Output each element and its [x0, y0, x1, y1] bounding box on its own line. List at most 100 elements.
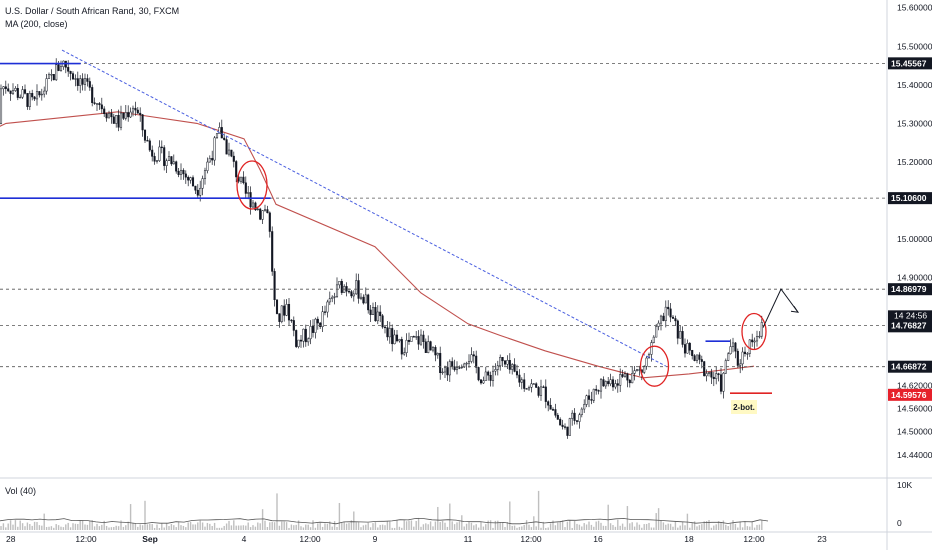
candle-body	[523, 379, 526, 389]
candle-body	[182, 169, 185, 175]
volume-bar	[494, 520, 497, 530]
volume-bar	[137, 526, 139, 530]
volume-bar	[698, 525, 701, 530]
projection-path[interactable]	[762, 288, 799, 328]
volume-bar	[230, 525, 233, 530]
highlight-circle[interactable]	[236, 160, 268, 210]
volume-bar	[667, 523, 669, 530]
x-tick-label: 16	[593, 534, 603, 544]
candle-body	[599, 379, 603, 392]
candle-body	[158, 146, 161, 161]
candle-body	[21, 89, 24, 98]
volume-bar	[427, 524, 429, 530]
volume-bar	[643, 524, 645, 530]
candle-body	[595, 388, 598, 391]
volume-bar	[77, 524, 79, 530]
candle-body	[443, 367, 447, 373]
candle-body	[386, 327, 389, 338]
volume-bar	[199, 520, 201, 530]
volume-bar	[451, 521, 453, 530]
candle-body	[568, 418, 571, 436]
volume-bar	[288, 527, 290, 530]
volume-bar	[235, 525, 237, 530]
volume-bar	[110, 527, 113, 530]
volume-bar	[441, 520, 444, 530]
volume-bar	[753, 527, 756, 530]
candle-body	[218, 127, 221, 135]
indicator-label[interactable]: MA (200, close)	[5, 19, 68, 29]
volume-bar	[372, 523, 374, 530]
volume-bar	[26, 522, 29, 530]
volume-bar	[425, 523, 427, 530]
candle-body	[311, 326, 315, 333]
price-axis-label: 15.10600	[888, 192, 932, 205]
volume-bar	[7, 523, 9, 530]
candle-body	[676, 320, 679, 339]
candle-body	[429, 341, 432, 351]
candle-body	[741, 351, 744, 365]
candle-body	[7, 88, 10, 92]
candle-body	[225, 139, 228, 155]
volume-bar	[72, 523, 74, 530]
volume-bar	[117, 526, 120, 530]
volume-bar	[67, 522, 69, 530]
candle-body	[335, 284, 339, 297]
volume-bar	[36, 522, 38, 530]
candle-body	[494, 369, 497, 372]
volume-bar	[446, 526, 449, 530]
volume-bar	[554, 525, 557, 530]
volume-bar	[657, 508, 660, 530]
volume-bar	[163, 527, 165, 530]
note-2-bot[interactable]: 2-bot.	[733, 403, 755, 412]
trendline[interactable]	[61, 49, 667, 367]
candle-body	[187, 176, 190, 181]
candle-body	[623, 373, 627, 377]
ma-200-line[interactable]	[0, 111, 755, 379]
candle-body	[679, 331, 682, 339]
volume-bar	[21, 523, 24, 530]
volume-bar	[362, 525, 365, 530]
candle-body	[208, 158, 211, 163]
candle-body	[667, 306, 670, 310]
volume-bar	[413, 526, 415, 530]
volume-bar	[233, 520, 235, 530]
candle-body	[407, 339, 411, 342]
highlight-circle[interactable]	[639, 345, 670, 387]
candle-body	[705, 373, 708, 377]
candle-body	[287, 304, 291, 321]
highlight-circle[interactable]	[741, 312, 767, 351]
candle-body	[525, 388, 528, 390]
volume-bar	[602, 525, 605, 530]
candle-body	[86, 78, 89, 82]
volume-bar	[283, 521, 285, 530]
volume-bar	[57, 525, 60, 530]
candle-body	[165, 160, 168, 166]
candle-body	[249, 192, 252, 208]
volume-bar	[605, 525, 607, 530]
candle-body	[95, 103, 99, 105]
volume-bar	[254, 526, 257, 530]
volume-bar	[91, 520, 93, 530]
candle-body	[172, 161, 175, 165]
volume-bar	[619, 525, 621, 530]
candle-body	[712, 376, 715, 380]
volume-axis-label: 0	[897, 518, 902, 528]
candle-body	[460, 366, 463, 369]
candle-body	[527, 387, 531, 390]
volume-bar	[645, 523, 648, 530]
candle-body	[347, 290, 351, 293]
candle-body	[98, 103, 101, 106]
candle-body	[719, 374, 723, 392]
volume-bar	[79, 520, 81, 530]
candle-body	[103, 108, 106, 114]
volume-bar	[45, 526, 48, 530]
candle-body	[139, 112, 142, 115]
volume-bar	[60, 526, 62, 530]
candle-body	[602, 379, 605, 387]
volume-bar	[559, 521, 561, 530]
candle-body	[316, 318, 319, 324]
volume-pane-label[interactable]: Vol (40)	[5, 486, 37, 496]
volume-bar	[489, 520, 492, 530]
